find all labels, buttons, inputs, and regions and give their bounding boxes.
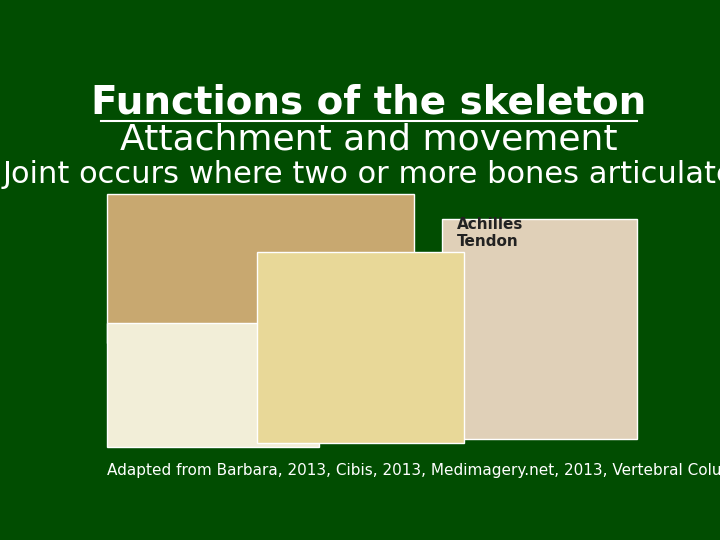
Bar	[107, 194, 414, 343]
Text: Achilles
Tendon: Achilles Tendon	[457, 217, 523, 249]
Text: Joint occurs where two or more bones articulate: Joint occurs where two or more bones art…	[3, 160, 720, 190]
Text: Adapted from Barbara, 2013, Cibis, 2013, Medimagery.net, 2013, Vertebral Column,: Adapted from Barbara, 2013, Cibis, 2013,…	[107, 463, 720, 478]
Text: Functions of the skeleton: Functions of the skeleton	[91, 83, 647, 121]
Bar	[441, 219, 637, 439]
Bar	[107, 322, 319, 447]
Bar	[258, 252, 464, 443]
Text: Attachment and movement: Attachment and movement	[120, 123, 618, 157]
